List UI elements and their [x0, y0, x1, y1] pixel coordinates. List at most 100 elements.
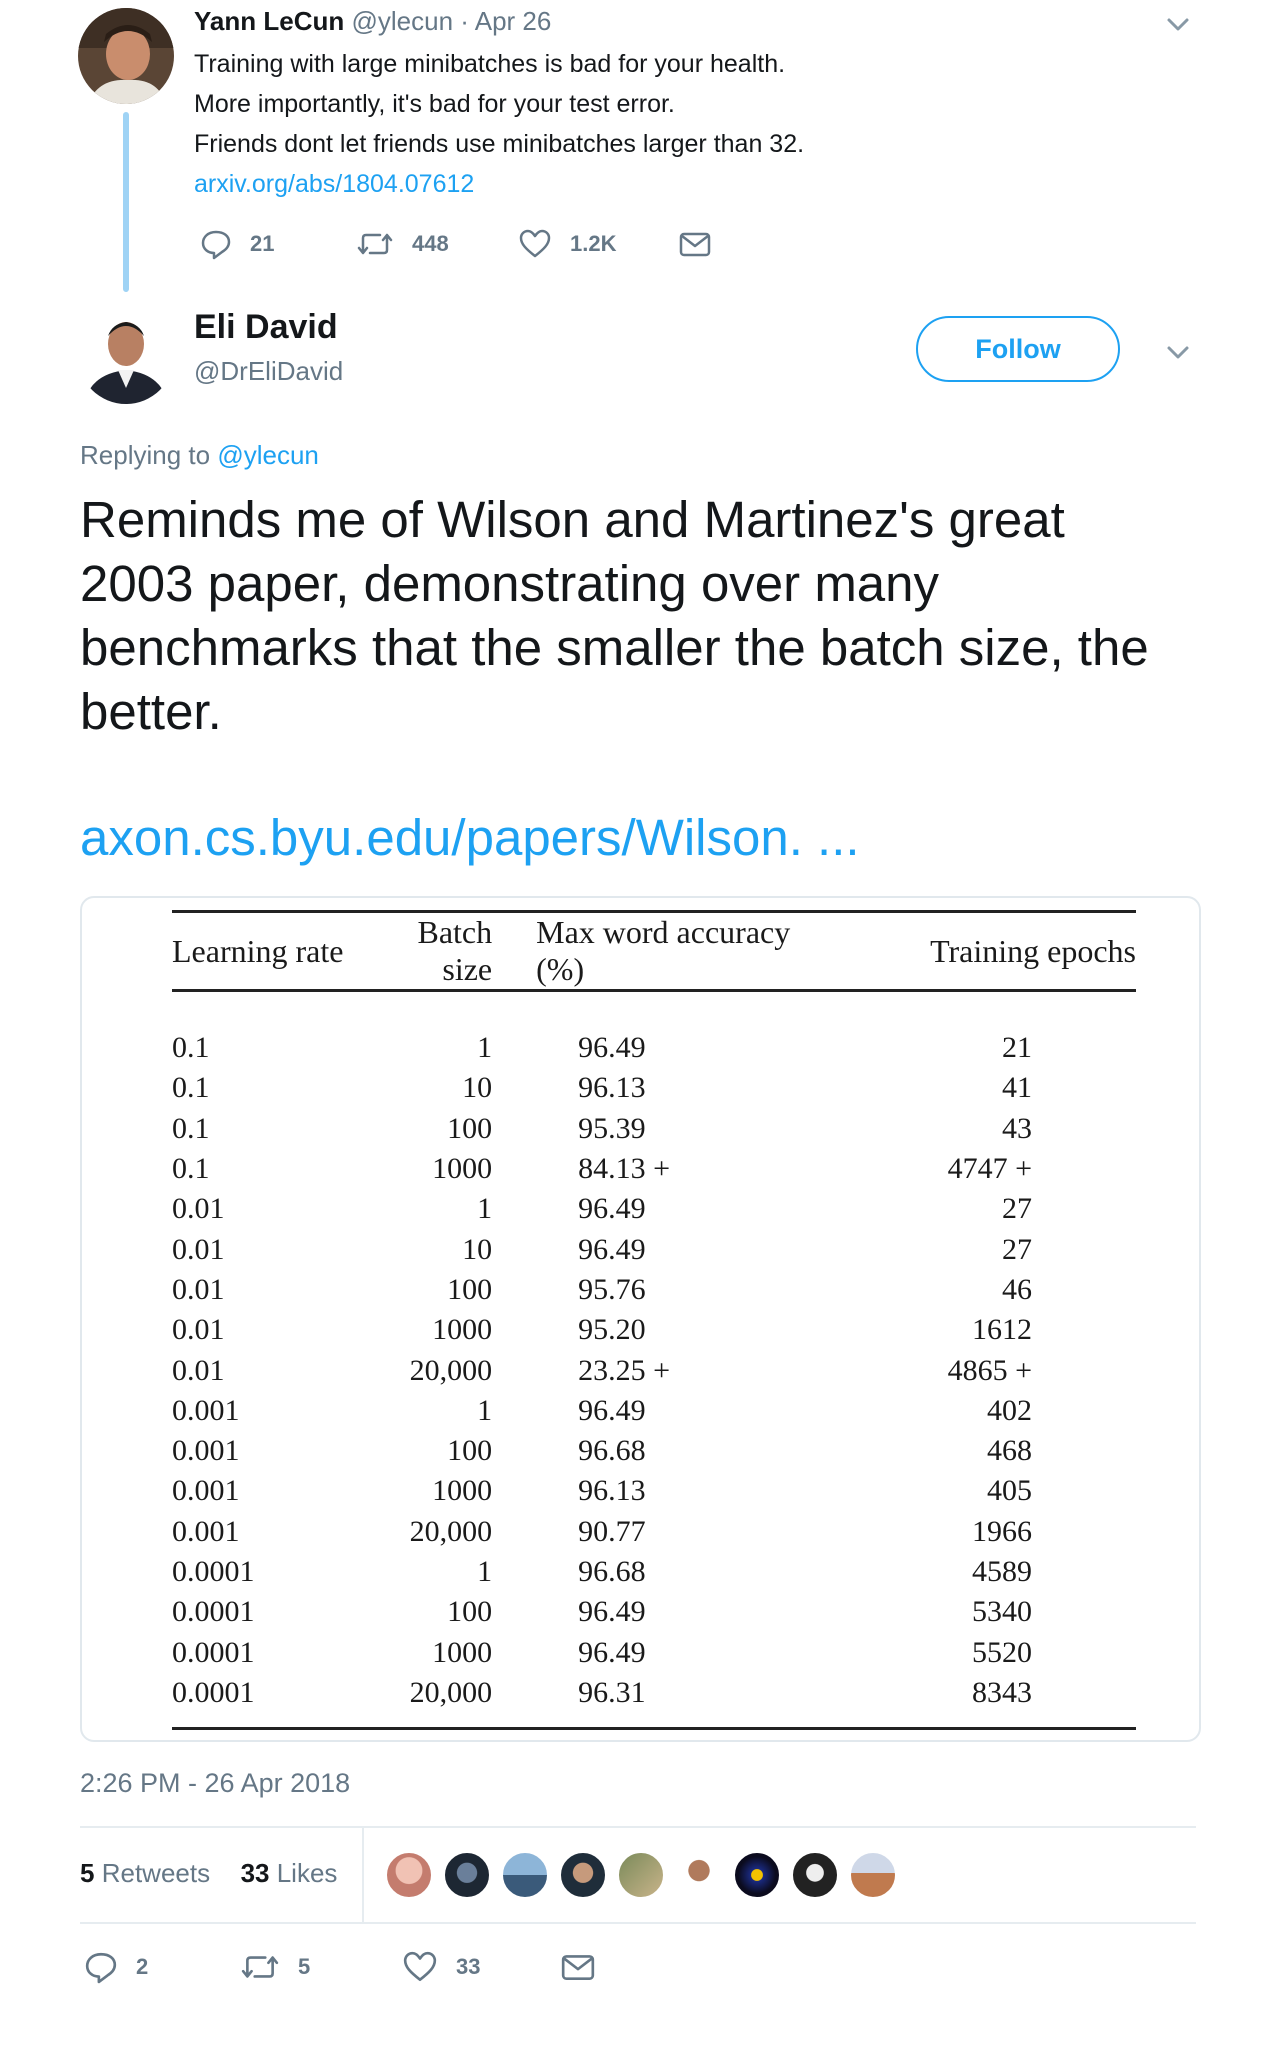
cell-training-epochs: 21 — [1002, 1031, 1032, 1065]
col-training-epochs: Training epochs — [834, 910, 1136, 992]
tweet-timestamp[interactable]: 2:26 PM - 26 Apr 2018 — [80, 1768, 351, 1798]
liker-avatar[interactable] — [732, 1850, 782, 1900]
author-handle[interactable]: @DrEliDavid — [194, 356, 344, 386]
table-row: 0.01 10 96.49 27 — [172, 1229, 1136, 1269]
cell-max-accuracy: 96.49 — [578, 1232, 646, 1266]
liker-avatar[interactable] — [500, 1850, 550, 1900]
chevron-down-icon[interactable] — [1162, 8, 1194, 40]
cell-training-epochs: 41 — [1002, 1071, 1032, 1105]
cell-max-accuracy: 96.49 — [578, 1635, 646, 1669]
table-row: 0.0001 1 96.68 4589 — [172, 1552, 1136, 1592]
cell-training-epochs: 8343 — [834, 1672, 1136, 1731]
cell-max-accuracy: 95.39 — [578, 1111, 646, 1145]
like-count: 1.2K — [570, 231, 617, 256]
col-batch-size: Batch size — [359, 910, 493, 992]
retweet-icon — [241, 1956, 279, 1978]
table-row: 0.001 1000 96.13 405 — [172, 1471, 1136, 1511]
table-row: 0.1 10 96.13 41 — [172, 1068, 1136, 1108]
cell-learning-rate: 0.001 — [172, 1474, 240, 1508]
cell-learning-rate: 0.001 — [172, 1514, 240, 1548]
retweet-icon — [357, 233, 393, 255]
like-action[interactable]: 1.2K — [518, 228, 616, 260]
table-row: 0.1 1 96.49 21 — [172, 991, 1136, 1069]
cell-batch-size: 10 — [462, 1071, 493, 1105]
cell-max-accuracy: 96.49 — [578, 1192, 646, 1226]
cell-batch-size: 1 — [477, 1031, 493, 1065]
cell-batch-size: 1 — [477, 1393, 493, 1427]
dm-action[interactable] — [678, 228, 712, 260]
liker-avatar[interactable] — [790, 1850, 840, 1900]
table-header-row: Learning rate Batch size Max word accura… — [172, 910, 1136, 992]
col-max-accuracy: Max word accuracy (%) — [492, 910, 835, 992]
table-row: 0.0001 100 96.49 5340 — [172, 1592, 1136, 1632]
retweet-action[interactable]: 448 — [356, 228, 449, 260]
replying-prefix: Replying to — [80, 440, 211, 470]
stats-separator — [362, 1828, 364, 1922]
cell-max-accuracy: 96.49 — [578, 1595, 646, 1629]
cell-max-accuracy: 96.13 — [578, 1071, 646, 1105]
liker-avatar[interactable] — [384, 1850, 434, 1900]
tweet-date[interactable]: Apr 26 — [474, 6, 552, 36]
cell-max-accuracy: 90.77 — [578, 1514, 646, 1548]
cell-learning-rate: 0.01 — [172, 1353, 225, 1387]
cell-training-epochs: 4589 — [972, 1555, 1032, 1588]
retweet-stat[interactable]: 5 Retweets — [80, 1858, 211, 1888]
cell-training-epochs: 1966 — [972, 1514, 1032, 1548]
author-name[interactable]: Eli David — [194, 308, 338, 346]
retweet-action[interactable]: 5 — [240, 1950, 310, 1984]
replying-handle[interactable]: @ylecun — [217, 440, 319, 470]
reply-icon — [201, 230, 231, 260]
like-stat[interactable]: 33 Likes — [240, 1858, 338, 1888]
cell-learning-rate: 0.1 — [172, 1152, 210, 1186]
avatar-ylecun[interactable] — [78, 8, 174, 104]
author-handle[interactable]: @ylecun — [351, 6, 454, 36]
avatar-elidavid[interactable] — [78, 308, 174, 404]
table-row: 0.0001 1000 96.49 5520 — [172, 1632, 1136, 1672]
reply-action[interactable]: 2 — [84, 1950, 148, 1984]
tweet-link[interactable]: arxiv.org/abs/1804.07612 — [194, 170, 475, 198]
liker-avatar[interactable] — [674, 1850, 724, 1900]
table-row: 0.001 20,000 90.77 1966 — [172, 1512, 1136, 1552]
table-image[interactable]: Learning rate Batch size Max word accura… — [80, 896, 1201, 1742]
cell-batch-size: 100 — [447, 1595, 493, 1629]
tweet-header: Yann LeCun @ylecun · Apr 26 — [194, 6, 551, 37]
liker-avatar[interactable] — [848, 1850, 898, 1900]
retweet-count: 448 — [412, 231, 449, 256]
cell-max-accuracy: 23.25 + — [578, 1353, 671, 1387]
table-row: 0.001 1 96.49 402 — [172, 1391, 1136, 1431]
tweet-link[interactable]: axon.cs.byu.edu/papers/Wilson. ... — [80, 809, 860, 866]
cell-max-accuracy: 96.68 — [578, 1555, 646, 1588]
liker-avatar[interactable] — [442, 1850, 492, 1900]
tweet-line-3: Friends dont let friends use minibatches… — [194, 130, 805, 158]
chevron-down-icon[interactable] — [1162, 336, 1194, 368]
like-action[interactable]: 33 — [402, 1950, 480, 1984]
cell-training-epochs: 405 — [987, 1474, 1032, 1508]
cell-training-epochs: 468 — [987, 1434, 1032, 1468]
cell-learning-rate: 0.0001 — [172, 1635, 255, 1669]
liker-avatar[interactable] — [616, 1850, 666, 1900]
tweet-line-2: More importantly, it's bad for your test… — [194, 90, 675, 118]
dm-action[interactable] — [560, 1950, 596, 1984]
cell-batch-size: 1000 — [432, 1635, 493, 1669]
cell-learning-rate: 0.01 — [172, 1192, 225, 1226]
cell-training-epochs: 4747 + — [947, 1152, 1032, 1186]
thread-connector — [123, 112, 129, 292]
cell-learning-rate: 0.0001 — [172, 1672, 360, 1731]
cell-training-epochs: 5340 — [972, 1595, 1032, 1629]
cell-learning-rate: 0.001 — [172, 1393, 240, 1427]
cell-batch-size: 1 — [477, 1192, 493, 1226]
reply-action[interactable]: 21 — [200, 228, 274, 260]
author-name[interactable]: Yann LeCun — [194, 6, 345, 36]
table-row: 0.01 100 95.76 46 — [172, 1270, 1136, 1310]
cell-batch-size: 1 — [477, 1555, 493, 1588]
liker-avatar[interactable] — [558, 1850, 608, 1900]
tweet-text: Reminds me of Wilson and Martinez's grea… — [80, 491, 1149, 740]
like-count: 33 — [456, 1954, 481, 1979]
table-row: 0.01 20,000 23.25 + 4865 + — [172, 1350, 1136, 1390]
envelope-icon — [561, 1955, 595, 1980]
follow-button[interactable]: Follow — [916, 316, 1120, 382]
results-table: Learning rate Batch size Max word accura… — [172, 910, 1136, 1731]
cell-max-accuracy: 96.31 — [492, 1672, 835, 1731]
cell-batch-size: 20,000 — [409, 1514, 493, 1548]
retweet-count: 5 — [298, 1954, 311, 1979]
